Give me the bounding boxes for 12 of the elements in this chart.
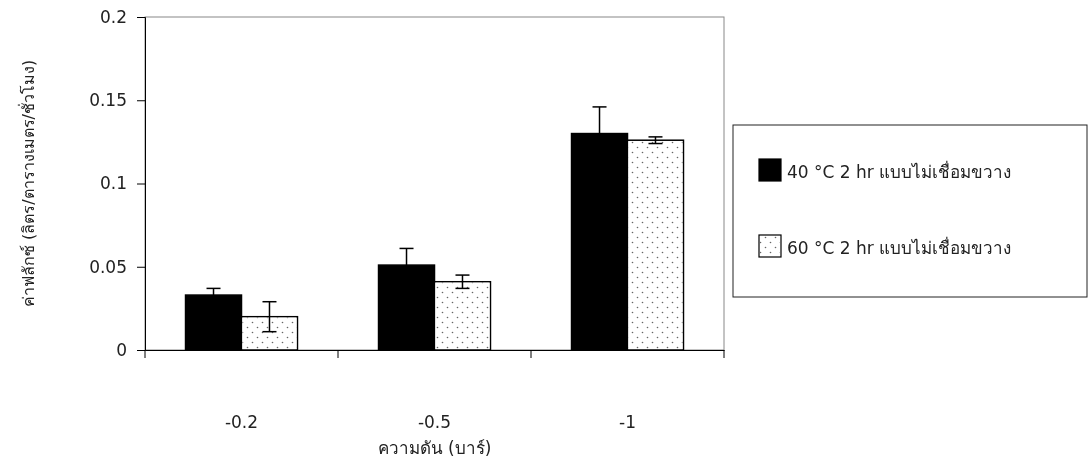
- y-axis-title: ค่าฟลักซ์ (ลิตร/ตารางเมตร/ชั่วโมง): [17, 59, 38, 308]
- x-tick-label: -0.2: [224, 412, 259, 433]
- y-tick-label: 0.05: [89, 256, 127, 277]
- legend-label: 60 °C 2 hr แบบไม่เชื่อมขวาง: [787, 236, 1012, 258]
- x-tick-label: -1: [619, 412, 636, 433]
- y-tick-label: 0.2: [99, 6, 127, 27]
- y-tick-label: 0.15: [89, 90, 127, 111]
- y-tick-label: 0: [116, 339, 127, 360]
- legend-label: 40 °C 2 hr แบบไม่เชื่อมขวาง: [787, 160, 1012, 182]
- x-axis-title: ความดัน (บาร์): [377, 438, 492, 458]
- y-tick-label: 0.1: [99, 173, 127, 194]
- x-tick-label: -0.5: [417, 412, 452, 433]
